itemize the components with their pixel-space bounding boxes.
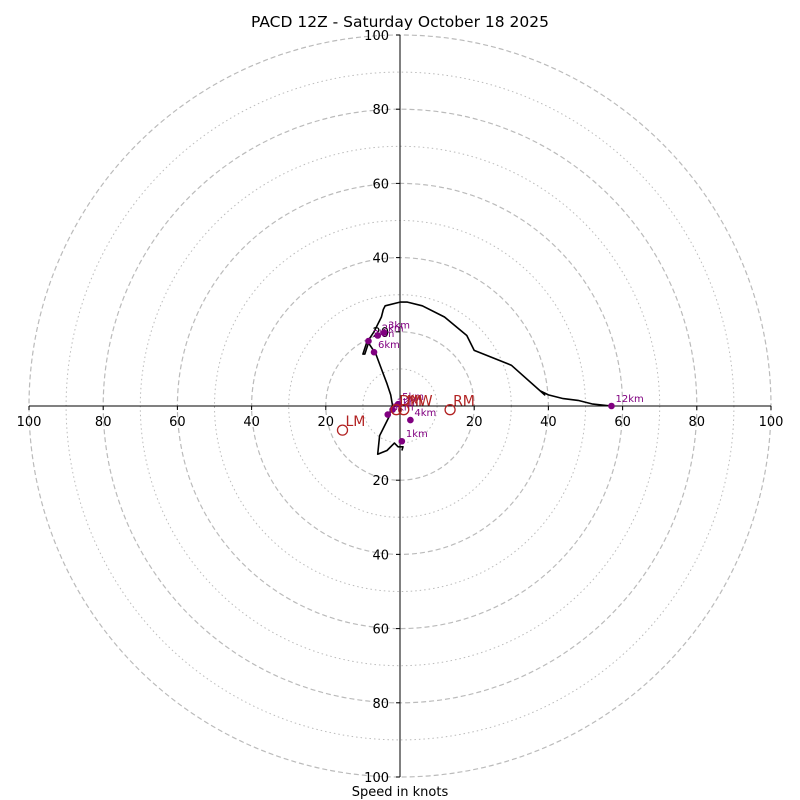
- storm-motion-label: RM: [453, 394, 475, 410]
- x-tick-label: 40: [540, 415, 557, 430]
- storm-motion-marker: [398, 404, 410, 416]
- height-marker-label: 6km: [378, 340, 400, 351]
- height-marker-label: 5km: [402, 392, 424, 403]
- height-marker-label: 3km: [388, 321, 410, 332]
- x-axis-label: Speed in knots: [352, 785, 449, 800]
- height-marker-label: 12km: [615, 394, 643, 405]
- height-marker-label: 4km: [414, 408, 436, 419]
- storm-motion-marker: [444, 404, 456, 416]
- x-tick-label: 20: [466, 415, 483, 430]
- chart-title: PACD 12Z - Saturday October 18 2025: [251, 13, 549, 31]
- height-marker-point: [370, 348, 378, 356]
- height-marker-point: [374, 332, 382, 339]
- x-tick-label: 60: [614, 415, 631, 430]
- x-tick-label: 40: [243, 415, 260, 430]
- height-marker-label: 2km: [382, 324, 404, 335]
- height-marker-label: 1km: [406, 429, 428, 440]
- y-tick-label: 100: [364, 29, 389, 44]
- y-tick-label: 80: [372, 697, 389, 712]
- y-tick-label: 60: [372, 177, 389, 192]
- y-tick-label: 20: [372, 474, 389, 489]
- y-tick-label: 40: [372, 548, 389, 563]
- x-tick-label: 100: [17, 415, 42, 430]
- height-marker-point: [398, 437, 406, 445]
- tick-labels: 100 80 60 40 20 20 40 60 80 100100806040202040608…: [17, 29, 784, 786]
- height-marker-point: [380, 329, 388, 336]
- hodograph-trace: [362, 301, 612, 456]
- storm-motion-label: DM: [399, 394, 422, 410]
- x-tick-label: 100: [759, 415, 784, 430]
- hodograph-line: [362, 301, 612, 456]
- height-marker-point: [608, 402, 615, 410]
- x-tick-label: 80: [689, 415, 706, 430]
- y-tick-label: 100: [364, 771, 389, 786]
- x-tick-label: 60: [169, 415, 186, 430]
- x-tick-label: 20: [318, 415, 335, 430]
- height-marker-point: [365, 337, 372, 345]
- markers: 1km3km4km5km6km2km3km3km1km12kmRMLMDMMW: [336, 321, 644, 445]
- height-marker-point: [407, 416, 414, 424]
- y-tick-label: 80: [372, 103, 389, 118]
- storm-motion-marker: [390, 404, 402, 416]
- storm-motion-label: MW: [407, 394, 433, 410]
- y-tick-label: 60: [372, 623, 389, 638]
- storm-motion-marker: [336, 424, 349, 436]
- y-tick-label: 40: [372, 252, 389, 267]
- x-tick-label: 80: [95, 415, 112, 430]
- height-marker-point: [384, 411, 392, 418]
- height-marker-label: 3km: [392, 403, 414, 414]
- storm-motion-label: LM: [345, 414, 365, 430]
- height-marker-label: 1km: [397, 398, 419, 409]
